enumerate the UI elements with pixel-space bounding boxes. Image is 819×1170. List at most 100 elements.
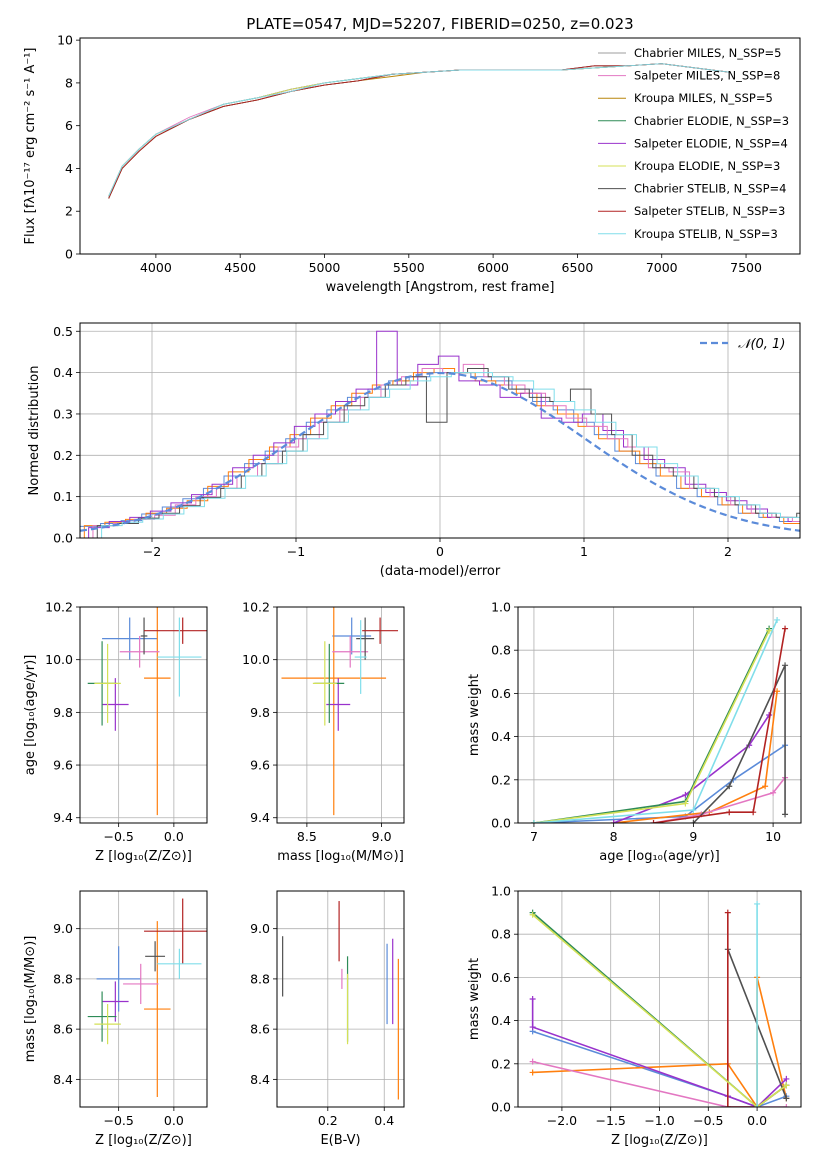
x-tick-label: 7000 [646,260,678,275]
reference-curve [80,371,800,532]
data-point [770,789,777,796]
y-tick-label: 10 [57,33,73,48]
data-point [782,625,789,632]
y-tick-label: 8.8 [250,971,270,986]
data-point [762,783,769,790]
axes-frame [517,606,802,824]
y-tick-label: 8.8 [53,971,73,986]
x-tick-label: 7 [530,829,538,844]
data-point [783,1082,790,1089]
y-tick-label: 0.2 [491,772,511,787]
y-tick-label: 8.6 [250,1022,270,1037]
data-point [726,809,733,816]
chart-panel-age-vs-mass: 8.5 9.0 9.4 9.6 9.8 10.0 10.2 mass [log₁₀(M/M⊙)… [242,600,405,864]
y-axis-label: Flux [fλ10⁻¹⁷ erg cm⁻² s⁻¹ A⁻¹] [23,48,38,245]
y-tick-label: 10.0 [242,652,270,667]
y-tick-label: 9.8 [53,705,73,720]
data-point [682,791,689,798]
plot-area [530,616,789,823]
data-point [782,811,789,818]
x-tick-label: 4000 [140,260,172,275]
y-tick-label: 8.4 [250,1072,270,1087]
y-tick-label: 9.4 [250,810,270,825]
y-tick-label: 9.8 [250,705,270,720]
y-tick-label: 0.0 [491,1100,511,1115]
y-tick-label: 0.0 [53,531,73,546]
x-tick-label: 9.0 [372,829,392,844]
x-tick-label: 0.0 [747,1113,767,1128]
x-tick-label: 10 [765,829,781,844]
data-point [682,800,689,807]
x-tick-label: −1.5 [596,1113,626,1128]
y-tick-label: 0.2 [53,448,73,463]
y-tick-label: 0.2 [491,1056,511,1071]
x-tick-label: −2.0 [547,1113,577,1128]
x-tick-label: −0.5 [103,1113,133,1128]
series-line-8 [532,914,787,1107]
legend-label: Chabrier MILES, N_SSP=5 [634,46,781,60]
data-point [610,820,617,823]
x-tick-label: 0.0 [164,829,184,844]
y-tick-label: 8.4 [53,1072,73,1087]
series-line-9 [108,63,730,197]
data-point [724,909,731,916]
y-tick-label: 9.0 [250,921,270,936]
series-line-4 [653,777,786,823]
data-point [750,809,757,816]
x-tick-label: −1 [287,544,305,559]
y-tick-label: 0.5 [53,324,73,339]
y-tick-label: 1.0 [491,884,511,899]
y-tick-label: 8.6 [53,1022,73,1037]
y-tick-label: 0.6 [491,686,511,701]
figure-title: PLATE=0547, MJD=52207, FIBERID=0250, z=0… [246,15,633,33]
x-tick-label: −0.5 [103,829,133,844]
data-point [690,820,697,823]
y-tick-label: 6 [65,118,73,133]
y-tick-label: 0.8 [491,927,511,942]
x-axis-label: (data-model)/error [380,564,501,579]
y-tick-label: 9.6 [53,758,73,773]
axes-frame [79,890,208,1108]
data-point [530,820,537,823]
series-line-6 [653,628,786,823]
data-point [783,1104,790,1107]
x-axis-label: wavelength [Angstrom, rest frame] [326,280,555,295]
y-tick-label: 2 [65,204,73,219]
y-tick-label: 9.4 [53,810,73,825]
y-tick-label: 9.6 [250,758,270,773]
data-point [650,820,657,823]
y-tick-label: 8 [65,75,73,90]
y-axis-label: mass [log₁₀(M/M⊙)] [23,936,38,1063]
series-line-5 [692,664,786,823]
chart-panel-residuals: −2 −1 0 1 2 0.0 0.1 0.2 0.3 0.4 0.5 (data-model)/er… [27,322,801,579]
data-point [529,996,536,1002]
x-axis-label: E(B-V) [320,1133,360,1148]
y-tick-label: 10.2 [242,600,270,615]
y-tick-label: 0.6 [491,970,511,985]
chart-panel-weight-vs-Z: −2.0 −1.5 −1.0 −0.5 0.0 0.0 0.2 0.4 0.6 0.8 1.0 Z [… [467,884,802,1148]
y-tick-label: 0.3 [53,406,73,421]
y-axis-label: age [log₁₀(age/yr)] [23,655,38,776]
x-axis-label: Z [log₁₀(Z/Z⊙)] [95,849,192,864]
x-tick-label: 8 [610,829,618,844]
y-tick-label: 0.1 [53,489,73,504]
y-tick-label: 4 [65,161,73,176]
x-tick-label: 7500 [730,260,762,275]
data-point [529,1024,536,1031]
y-tick-label: 0 [65,247,73,262]
data-point [754,1104,761,1107]
data-point [774,616,781,623]
y-tick-label: 10.2 [45,600,73,615]
data-point [783,1095,790,1102]
x-tick-label: 0.4 [374,1113,394,1128]
axes-frame [276,890,405,1108]
y-tick-label: 0.0 [491,816,511,831]
legend-label: 𝒩(0, 1) [738,337,785,352]
plot-area [108,63,730,199]
x-axis-label: age [log₁₀(age/yr)] [599,849,720,864]
chart-panel-weight-vs-age: 7 8 9 10 0.0 0.2 0.4 0.6 0.8 1.0 age [log₁₀(age/yr… [467,600,802,864]
series-line-1 [533,744,786,823]
axes-frame [79,37,801,255]
x-tick-label: 8.5 [297,829,317,844]
x-axis-label: Z [log₁₀(Z/Z⊙)] [95,1133,192,1148]
